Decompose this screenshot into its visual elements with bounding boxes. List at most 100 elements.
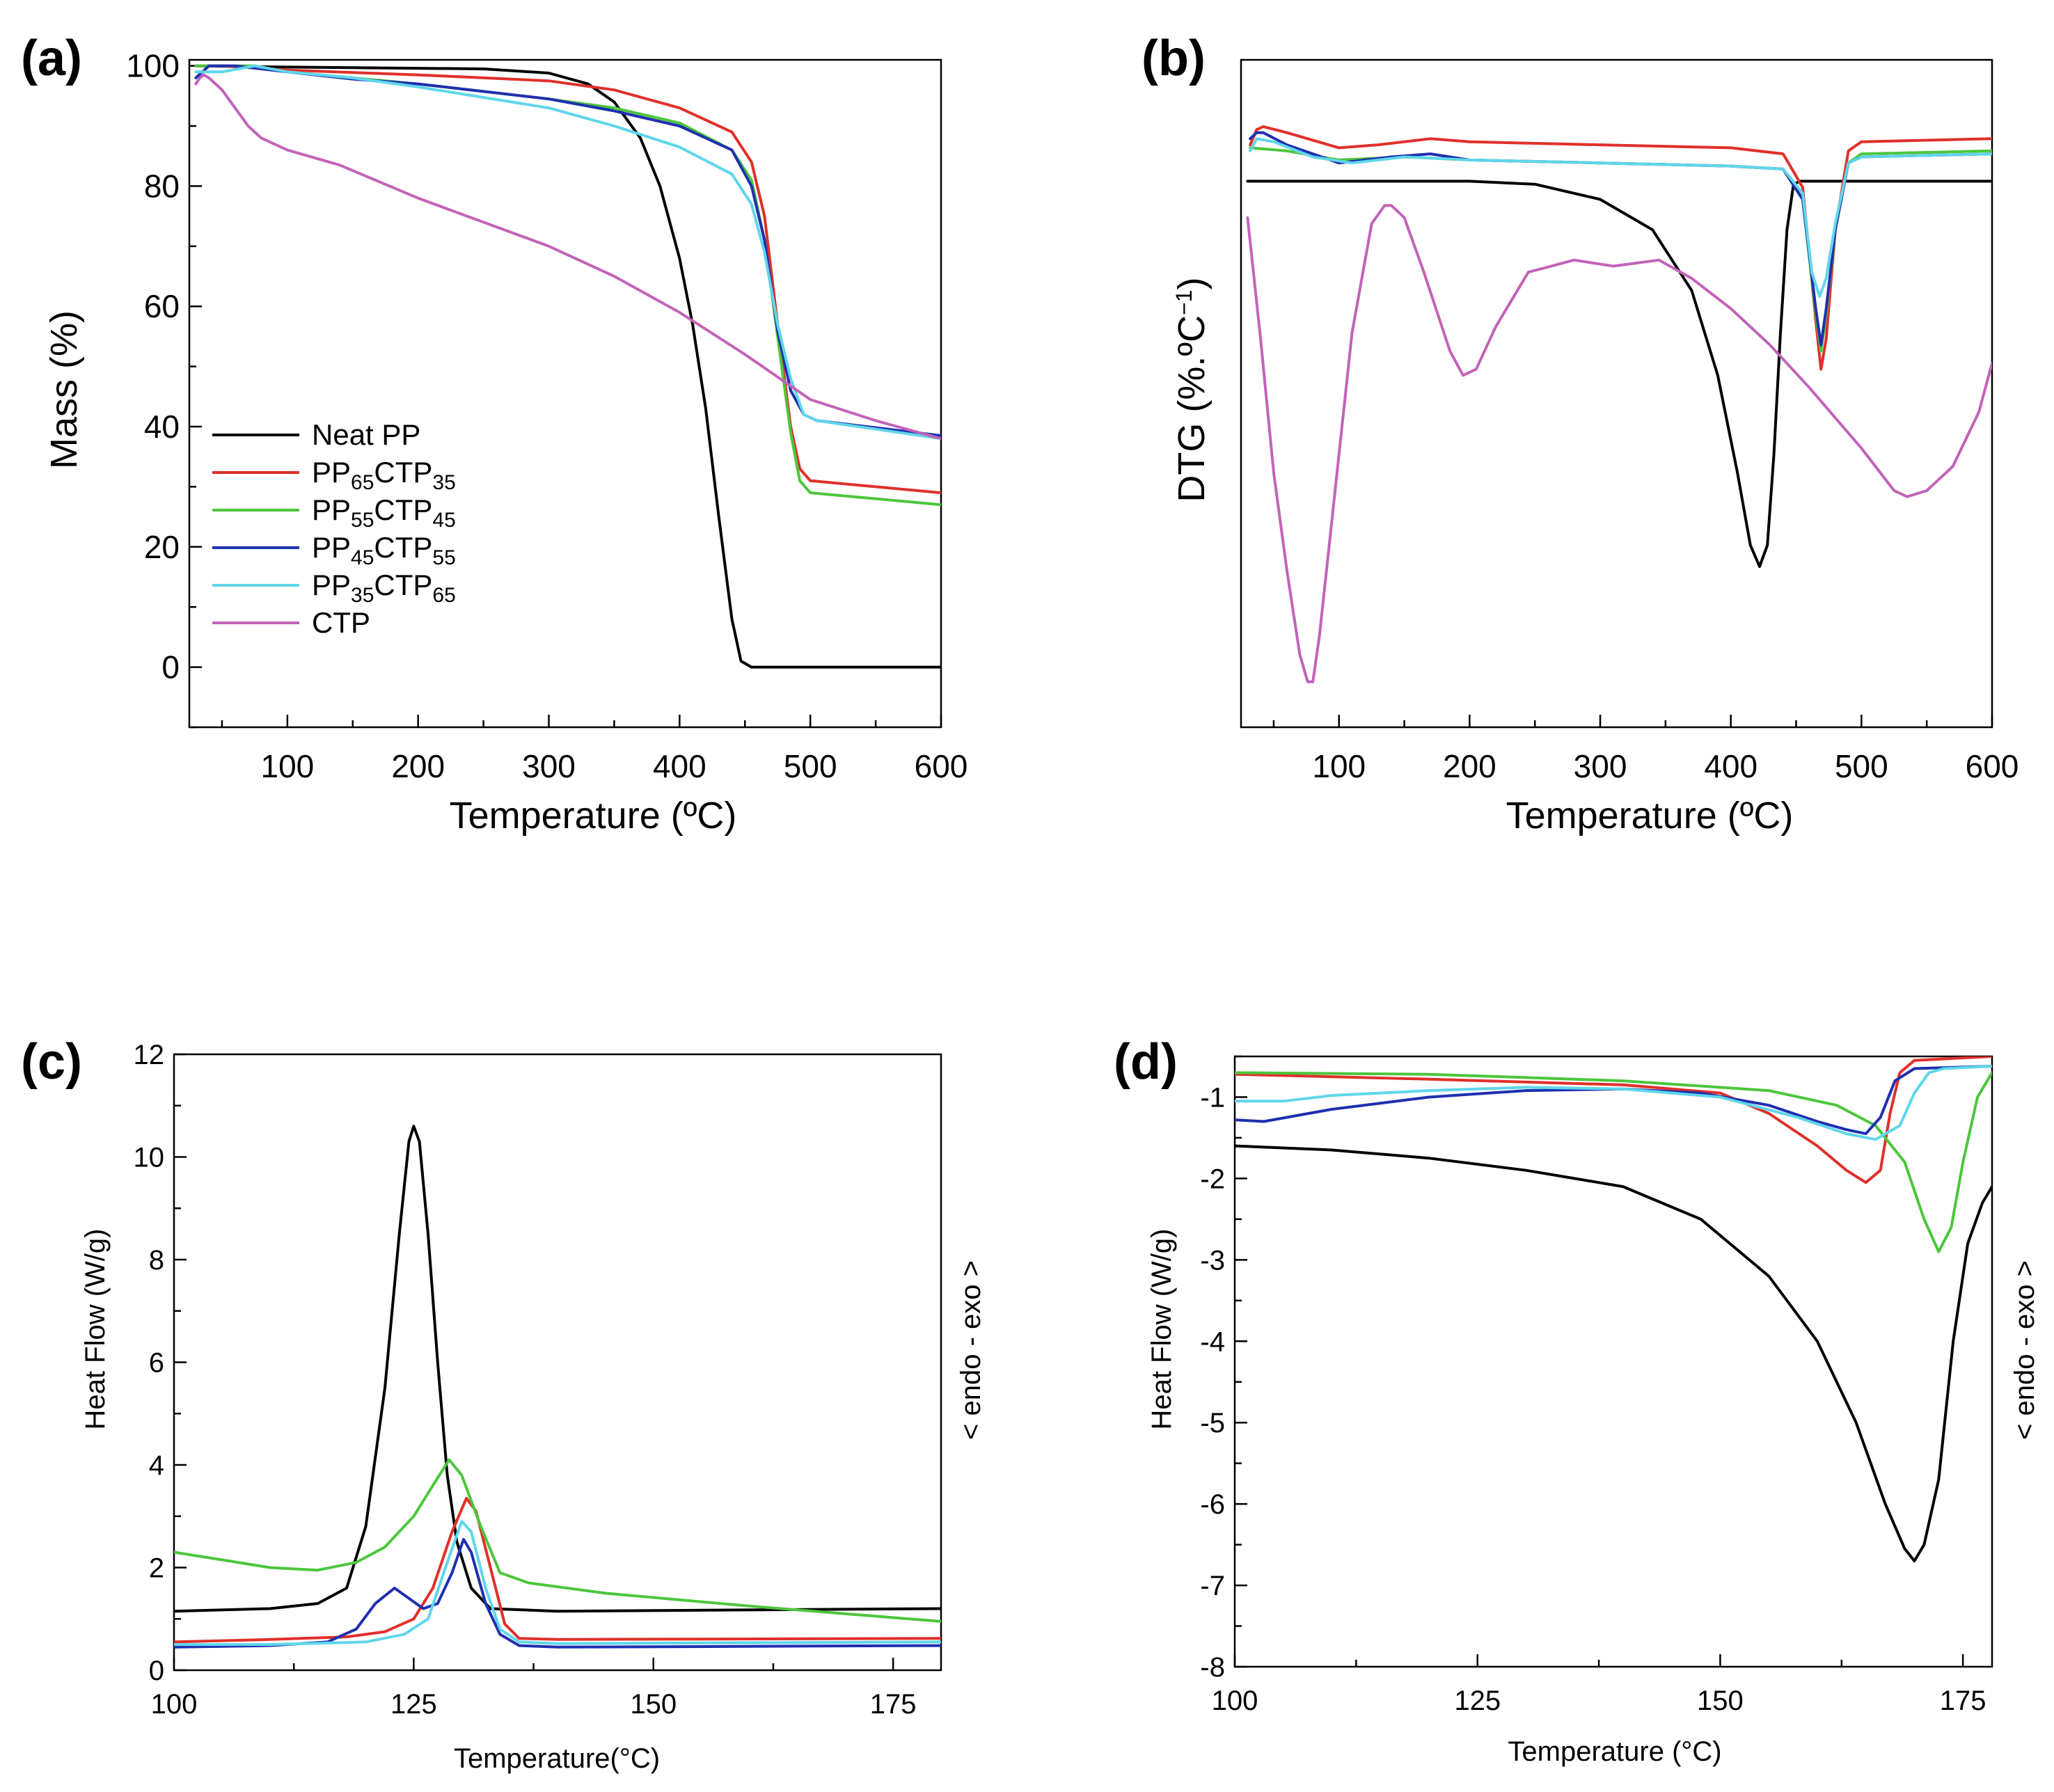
series-line-neat-pp [194, 64, 941, 669]
series-line-neat-pp [1235, 1144, 1992, 1562]
series-group [194, 64, 941, 669]
x-tick-label: 500 [1835, 748, 1888, 784]
y-tick-label: -7 [1200, 1571, 1225, 1601]
x-tick-label: 300 [1574, 748, 1627, 784]
x-axis-label: Temperature (ºC) [450, 795, 737, 836]
y-tick-label: -8 [1200, 1652, 1225, 1683]
x-tick-label: 125 [1454, 1686, 1501, 1716]
panel-label-d: (d) [1114, 1034, 1178, 1090]
series-line-pp55 [1235, 1071, 1992, 1253]
y-tick-label: 8 [149, 1245, 164, 1276]
series-line-pp45 [174, 1537, 941, 1649]
x-tick-label: 100 [260, 748, 314, 784]
series-line-ctp [1246, 204, 1992, 683]
panel-b: 100 200 300 400 500 600 (b) Temperature (ºC) DTG… [1141, 31, 2019, 836]
x-tick-label: 150 [1697, 1686, 1744, 1716]
endo-exo-label: < endo - exo > [2009, 1260, 2040, 1440]
y-axis-label: DTG (%.ºC−1) [1171, 277, 1212, 502]
y-tick-label: 20 [144, 529, 180, 565]
legend-entry-label: PP45CTP55 [312, 531, 456, 569]
x-tick-label: 150 [630, 1689, 677, 1720]
panel-label-b: (b) [1141, 31, 1206, 86]
legend-entry-label: PP35CTP65 [312, 569, 456, 607]
y-tick-label: 60 [144, 288, 180, 324]
legend-text-part: Neat PP [312, 418, 420, 451]
y-tick-label: 0 [161, 649, 180, 685]
y-tick-label: 80 [144, 168, 180, 204]
y-tick-label: 4 [149, 1450, 164, 1481]
legend-text-part: PP [312, 493, 351, 526]
plot-frame-c [173, 1053, 942, 1672]
x-tick-label: 300 [522, 748, 576, 784]
legend-subscript: 35 [432, 471, 455, 494]
legend-text-part: PP [312, 569, 351, 601]
y-tick-label: -1 [1200, 1082, 1225, 1113]
y-tick-label: -2 [1200, 1164, 1225, 1194]
plot-frame-a [188, 58, 942, 729]
x-tick-label: 175 [1940, 1686, 1986, 1716]
legend-text-part: CTP [312, 606, 370, 639]
legend-subscript: 45 [432, 509, 455, 532]
x-tick-label: 200 [391, 748, 445, 784]
panel-label-a: (a) [21, 31, 82, 86]
y-axis-label-main: DTG (%.ºC [1171, 315, 1212, 502]
y-tick-label: -5 [1200, 1408, 1225, 1438]
panel-a: 100 200 300 400 500 600 0 20 40 60 80 100 (a) Tempera… [21, 31, 967, 836]
series-group [1235, 1056, 1992, 1562]
legend-text-part: PP [312, 531, 351, 564]
endo-exo-label: < endo - exo > [956, 1260, 986, 1440]
x-axis-label: Temperature(°C) [454, 1743, 660, 1774]
y-axis-label-close: ) [1171, 277, 1212, 290]
series-line-pp65 [174, 1496, 941, 1644]
plot-frame-d [1233, 1055, 1993, 1668]
series-line-pp55 [194, 64, 941, 507]
x-tick-label: 600 [915, 748, 968, 784]
panel-c: 100 125 150 175 0 2 4 6 8 10 12 (c) Temperature(°C) H… [21, 1034, 986, 1774]
x-tick-label: 200 [1443, 748, 1496, 784]
x-axis-label: Temperature (°C) [1508, 1736, 1721, 1767]
y-axis-label: Heat Flow (W/g) [1146, 1229, 1177, 1430]
series-line-pp65 [1235, 1056, 1992, 1184]
x-tick-label: 125 [390, 1689, 437, 1720]
legend-entry-label: PP65CTP35 [312, 456, 456, 494]
y-tick-label: -6 [1200, 1489, 1225, 1520]
series-line-pp45 [194, 64, 941, 437]
plot-frame-b [1240, 58, 1993, 729]
legend-text-part: CTP [374, 531, 432, 564]
legend-entry-label: PP55CTP45 [312, 493, 456, 532]
legend-text-part: CTP [374, 493, 432, 526]
x-tick-label: 400 [1704, 748, 1757, 784]
x-tick-label: 100 [1212, 1686, 1258, 1716]
legend-subscript: 65 [432, 584, 455, 607]
legend-subscript: 45 [351, 546, 374, 569]
y-tick-label: 100 [126, 48, 180, 84]
y-tick-label: -4 [1200, 1326, 1225, 1357]
y-tick-label: 2 [149, 1553, 164, 1584]
series-line-ctp [194, 73, 941, 441]
x-tick-label: 600 [1966, 748, 2019, 784]
legend-subscript: 55 [351, 509, 374, 532]
x-tick-label: 100 [151, 1689, 198, 1720]
legend-text-part: CTP [374, 569, 432, 601]
series-line-pp35 [1235, 1065, 1992, 1141]
y-tick-label: 10 [134, 1143, 165, 1173]
series-line-pp55 [174, 1458, 941, 1623]
y-tick-label: 6 [149, 1348, 164, 1379]
y-axis-label-sup: −1 [1171, 290, 1196, 315]
legend-subscript: 55 [432, 546, 455, 569]
x-axis-label: Temperature (ºC) [1506, 795, 1794, 836]
series-line-pp55 [1249, 146, 1992, 353]
y-tick-label: 12 [134, 1040, 165, 1070]
legend: Neat PPPP65CTP35PP55CTP45PP45CTP55PP35CT… [212, 418, 456, 639]
legend-entry-label: CTP [312, 606, 370, 639]
y-axis-label: Heat Flow (W/g) [80, 1229, 111, 1430]
x-tick-label: 175 [870, 1689, 917, 1720]
series-line-neat-pp [1246, 180, 1992, 568]
legend-entry-label: Neat PP [312, 418, 420, 451]
series-line-neat-pp [174, 1125, 941, 1613]
y-tick-label: 40 [144, 409, 180, 445]
series-line-pp35 [174, 1520, 941, 1647]
y-axis-label: Mass (%) [43, 310, 85, 469]
legend-text-part: CTP [374, 456, 432, 489]
